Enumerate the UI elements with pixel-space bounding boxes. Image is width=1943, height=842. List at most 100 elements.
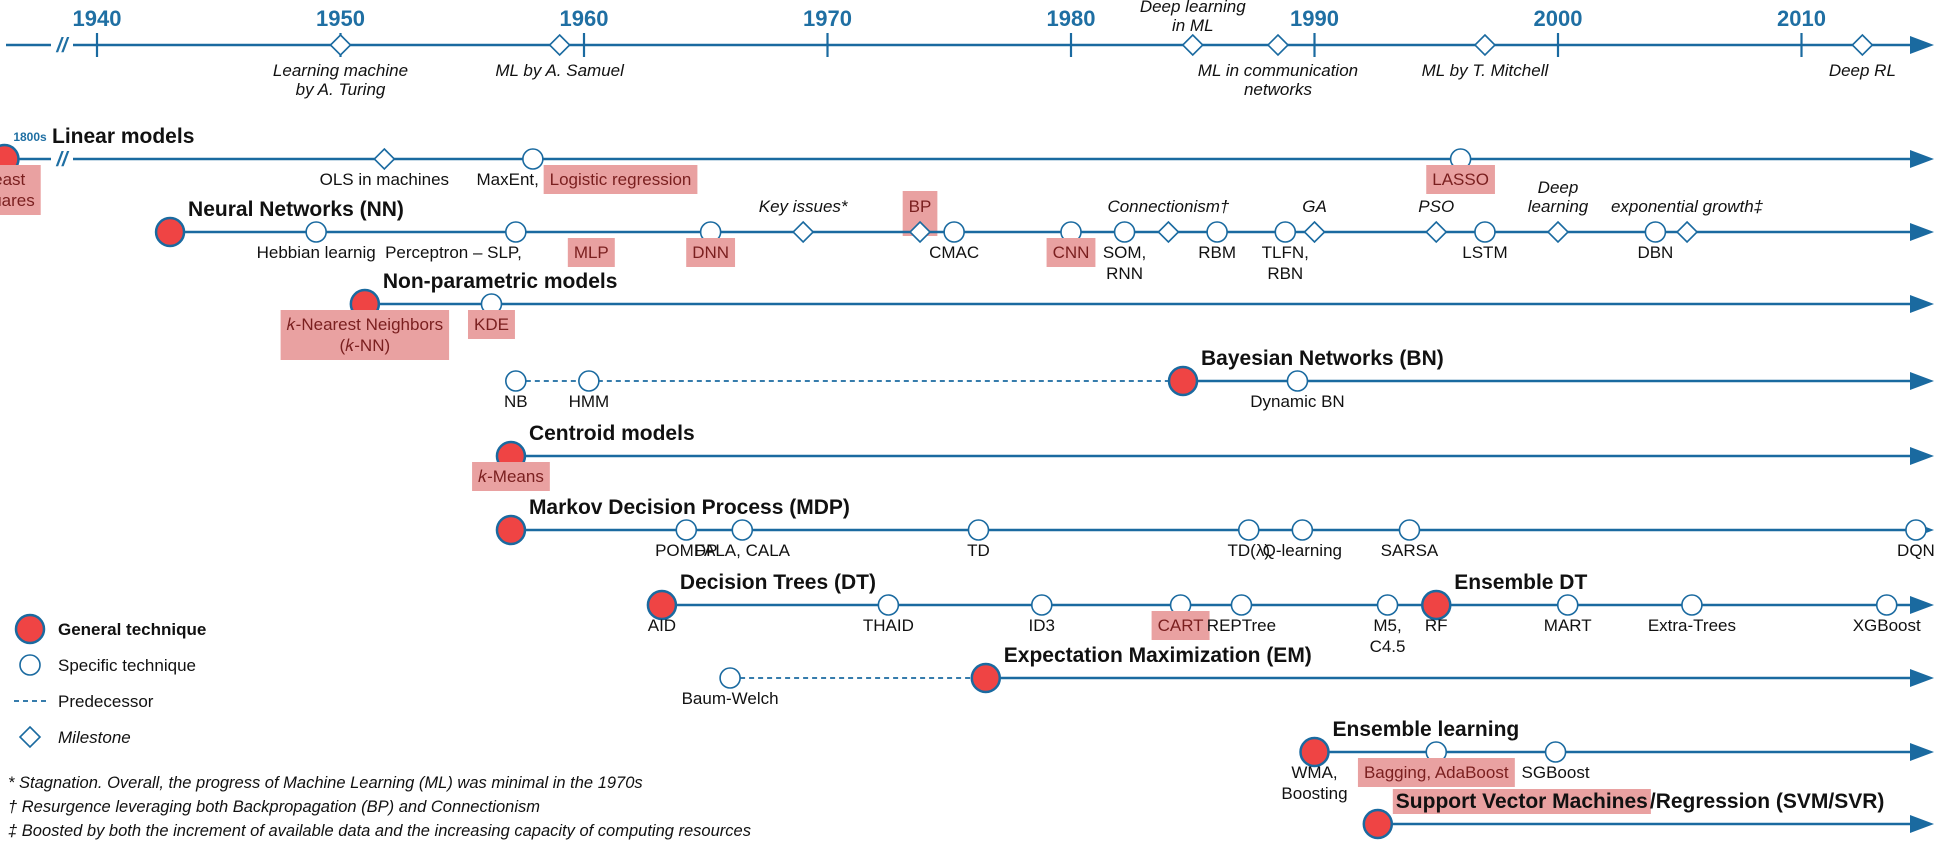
- technique-label-text: M5,: [1373, 616, 1401, 635]
- row-title: Non-parametric models: [383, 270, 618, 293]
- specific-technique-marker: [19, 654, 41, 676]
- highlight-box: [686, 238, 736, 267]
- technique-label: Baum-Welch: [682, 689, 779, 708]
- milestone-label: networks: [1244, 80, 1313, 99]
- specific-technique-marker: [1286, 370, 1309, 392]
- general-technique-marker: [1362, 808, 1394, 840]
- year-label: 1970: [803, 6, 852, 31]
- technique-label-text: NB: [504, 392, 528, 411]
- technique-label-text: 𝑘-Nearest Neighbors: [287, 315, 443, 334]
- technique-label-text: (𝑘-NN): [340, 336, 391, 355]
- specific-technique-marker: [1291, 519, 1314, 541]
- specific-technique-marker: [1681, 594, 1703, 616]
- specific-technique-marker: [505, 370, 527, 392]
- specific-technique-marker: [1644, 221, 1667, 243]
- footnote: † Resurgence leveraging both Backpropaga…: [8, 798, 540, 816]
- technique-label-text: DBN: [1637, 243, 1673, 262]
- row-title: Ensemble learning: [1333, 718, 1520, 741]
- legend-label: General technique: [58, 620, 206, 639]
- technique-label: SOM, RNN: [1103, 243, 1146, 283]
- milestone-marker: [329, 33, 352, 57]
- highlight-box: [1392, 789, 1651, 814]
- technique-label-text: SGBoost: [1522, 763, 1590, 782]
- technique-label: NB: [504, 392, 528, 411]
- technique-label: REPTree: [1207, 616, 1276, 635]
- specific-technique-marker: [877, 594, 900, 616]
- milestone-label: Deep: [1538, 178, 1579, 197]
- general-technique-marker: [495, 514, 527, 546]
- row-title: Expectation Maximization (EM): [1004, 644, 1312, 667]
- technique-label: ID3: [1029, 616, 1055, 635]
- row-3: Bayesian Networks (BN) NB HMM Dynamic BN: [504, 347, 1934, 411]
- technique-label-text: Dynamic BN: [1250, 392, 1344, 411]
- specific-technique-marker: [1905, 519, 1927, 541]
- highlight-box: [280, 310, 450, 360]
- technique-label: MaxEnt,: [477, 170, 539, 189]
- highlight-box: [1151, 611, 1210, 640]
- technique-label-text: RF: [1425, 616, 1448, 635]
- technique-label-text: RNN: [1106, 264, 1143, 283]
- technique-label-text: SOM,: [1103, 243, 1146, 262]
- arrow-head-icon: [1910, 36, 1934, 54]
- specific-technique-marker: [1474, 221, 1496, 243]
- technique-label-text: OLS in machines: [320, 170, 449, 189]
- milestone-label: ML by T. Mitchell: [1422, 61, 1550, 80]
- technique-label-text: squares: [0, 191, 35, 210]
- year-label: 1940: [73, 6, 122, 31]
- row-2: Non-parametric models 𝑘-Nearest Neighbors…: [280, 270, 1934, 360]
- technique-label: DBN: [1637, 243, 1673, 262]
- technique-label-text: TLFN,: [1262, 243, 1309, 262]
- technique-label-text: Logistic regression: [550, 170, 692, 189]
- year-label: 2010: [1777, 6, 1826, 31]
- technique-label-text: SARSA: [1381, 541, 1439, 560]
- legend: General technique Specific technique Prede…: [14, 613, 206, 749]
- technique-label-text: Q-learning: [1263, 541, 1342, 560]
- arrow-head-icon: [1910, 295, 1934, 313]
- axis-break-mark: //: [55, 35, 70, 57]
- general-technique-marker: [1299, 736, 1330, 768]
- technique-label: RBM: [1198, 243, 1236, 262]
- milestone-label: Learning machine: [273, 61, 408, 80]
- milestone-marker: [1157, 220, 1180, 244]
- technique-label-text: Extra-Trees: [1648, 616, 1736, 635]
- technique-label-text: Least: [0, 170, 26, 189]
- technique-label: TLFN, RBN: [1262, 243, 1309, 283]
- technique-label: Extra-Trees: [1648, 616, 1736, 635]
- row-7: Expectation Maximization (EM) Baum-Welch: [682, 644, 1934, 708]
- milestone-label: PSO: [1418, 197, 1454, 216]
- technique-label: Bagging, AdaBoost: [1357, 758, 1515, 787]
- specific-technique-marker: [1875, 594, 1898, 616]
- milestone-marker: [1546, 220, 1570, 244]
- axis-break-gap: [51, 150, 73, 168]
- milestone-label: Key issues*: [759, 197, 849, 216]
- technique-label-text: HMM: [569, 392, 610, 411]
- technique-label: Logistic regression: [543, 165, 698, 194]
- technique-label: DNN: [686, 238, 736, 267]
- specific-technique-marker: [1206, 221, 1228, 243]
- technique-label: AID: [648, 616, 676, 635]
- technique-label-text: THAID: [863, 616, 914, 635]
- technique-label: RF: [1425, 616, 1448, 635]
- technique-label: 𝑘-Means: [472, 462, 550, 491]
- milestone-marker: [1473, 33, 1497, 57]
- milestone-marker: [1303, 220, 1326, 244]
- technique-label-text: MaxEnt,: [477, 170, 539, 189]
- technique-label-text: TD: [967, 541, 990, 560]
- technique-label-text: RBN: [1267, 264, 1303, 283]
- highlight-box: [1426, 165, 1495, 194]
- specific-technique-marker: [1274, 221, 1297, 243]
- row-0: // 1800s Linear models Least squares OLS in m…: [0, 125, 1934, 215]
- technique-label: CNN: [1046, 238, 1096, 267]
- technique-label: MART: [1544, 616, 1592, 635]
- milestone-marker: [1181, 33, 1204, 57]
- technique-label: KDE: [467, 310, 515, 339]
- technique-label: HMM: [569, 392, 610, 411]
- specific-technique-marker: [1237, 519, 1260, 541]
- technique-label: TD(λ): [1228, 541, 1270, 560]
- legend-label: Milestone: [58, 728, 131, 747]
- milestone-label: ML by A. Samuel: [495, 61, 625, 80]
- highlight-box: [0, 165, 41, 215]
- row-1: Neural Networks (NN) Hebbian learnig Perce…: [154, 178, 1934, 283]
- technique-rows: // 1800s Linear models Least squares OLS in m…: [0, 125, 1935, 840]
